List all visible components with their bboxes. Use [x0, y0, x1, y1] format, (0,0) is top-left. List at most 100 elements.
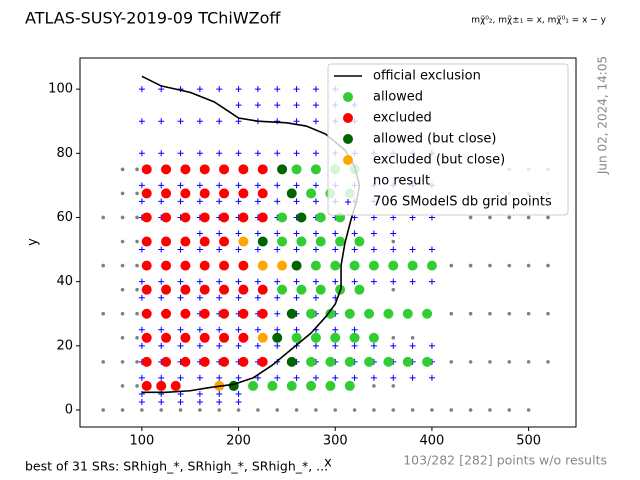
marker	[161, 236, 172, 247]
legend-box	[327, 63, 569, 216]
marker	[546, 263, 550, 268]
marker	[257, 260, 268, 271]
marker	[286, 356, 297, 367]
marker	[306, 356, 317, 367]
marker	[235, 246, 242, 253]
marker	[196, 86, 203, 93]
marker	[219, 188, 230, 199]
marker	[238, 284, 249, 295]
marker	[161, 356, 172, 367]
marker	[120, 335, 125, 340]
marker	[199, 356, 210, 367]
marker	[138, 398, 145, 405]
marker	[354, 284, 365, 295]
marker	[196, 198, 203, 205]
marker	[312, 118, 319, 125]
marker	[370, 374, 377, 381]
marker	[177, 246, 184, 253]
marker	[370, 342, 377, 349]
marker	[138, 326, 145, 333]
marker	[120, 384, 125, 388]
marker	[120, 215, 125, 220]
marker	[314, 408, 318, 412]
x-tick-label: 500	[516, 434, 541, 449]
marker	[390, 342, 397, 349]
marker	[219, 164, 230, 175]
marker	[235, 390, 242, 397]
marker	[310, 332, 321, 343]
marker	[332, 246, 339, 253]
marker	[312, 230, 319, 237]
marker	[388, 260, 399, 271]
legend-label: excluded (but close)	[373, 153, 505, 168]
marker	[158, 246, 165, 253]
marker	[140, 408, 144, 412]
marker	[468, 408, 473, 412]
marker	[286, 188, 297, 199]
legend-label: excluded	[373, 111, 432, 126]
marker	[391, 335, 396, 340]
marker	[293, 278, 300, 285]
marker	[238, 236, 249, 247]
marker	[120, 191, 125, 196]
marker	[546, 360, 550, 364]
marker	[468, 360, 473, 364]
marker	[196, 326, 203, 333]
marker	[315, 236, 326, 247]
marker	[352, 408, 357, 412]
marker	[409, 278, 416, 285]
marker	[312, 278, 319, 285]
marker	[219, 284, 230, 295]
axes-frame	[79, 57, 577, 428]
marker	[274, 198, 281, 205]
marker	[216, 150, 223, 157]
marker	[310, 260, 321, 271]
marker	[235, 150, 242, 157]
marker	[235, 102, 242, 109]
legend-swatch	[343, 92, 353, 102]
marker	[426, 260, 437, 271]
marker	[330, 260, 341, 271]
marker	[196, 342, 203, 349]
marker	[254, 150, 261, 157]
marker	[332, 342, 339, 349]
marker	[422, 308, 433, 319]
marker	[216, 390, 223, 397]
marker	[158, 326, 165, 333]
marker	[180, 212, 191, 223]
x-tick-label: 100	[129, 434, 154, 449]
legend-label: 706 SModelS db grid points	[373, 195, 552, 210]
marker	[332, 326, 339, 333]
y-tick-label: 0	[65, 402, 73, 417]
marker	[235, 118, 242, 125]
marker	[235, 342, 242, 349]
marker	[238, 164, 249, 175]
x-tick-label: 400	[420, 434, 445, 449]
marker	[199, 260, 210, 271]
legend-label: official exclusion	[373, 69, 481, 84]
marker	[335, 236, 346, 247]
marker	[238, 308, 249, 319]
marker	[275, 408, 280, 412]
marker	[161, 188, 172, 199]
x-tick-label: 300	[323, 434, 348, 449]
marker	[325, 308, 336, 319]
marker	[141, 188, 152, 199]
marker	[315, 284, 326, 295]
marker	[180, 332, 191, 343]
marker	[293, 198, 300, 205]
marker	[409, 342, 416, 349]
marker	[277, 284, 288, 295]
marker	[196, 150, 203, 157]
marker	[216, 326, 223, 333]
marker	[219, 260, 230, 271]
marker	[235, 86, 242, 93]
marker	[291, 260, 302, 271]
marker	[344, 356, 355, 367]
marker	[449, 408, 454, 412]
subtitle: mχ̃⁰₂, mχ̃±₁ = x, mχ̃⁰₁ = x − y	[471, 16, 606, 26]
marker	[507, 360, 512, 364]
marker	[257, 188, 268, 199]
marker	[254, 246, 261, 253]
marker	[254, 278, 261, 285]
